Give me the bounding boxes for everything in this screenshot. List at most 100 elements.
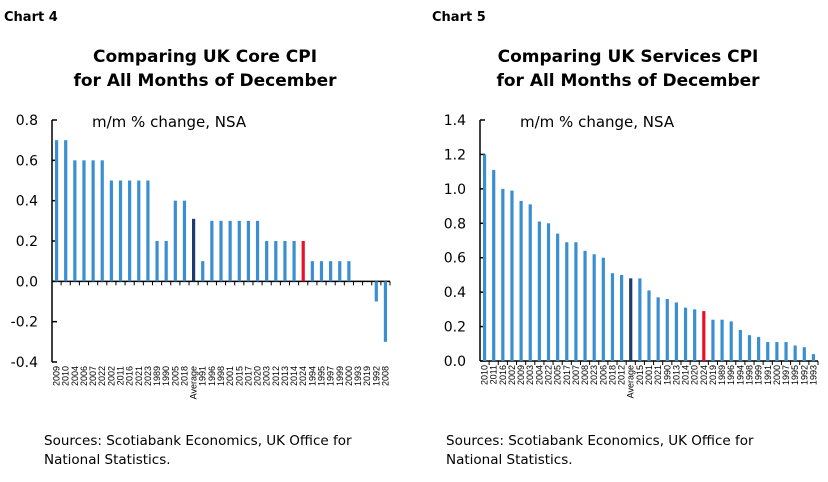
x-tick-label: 2003 [525,365,535,385]
bar-1999 [757,336,761,361]
y-tick-label: 0.4 [16,194,38,210]
bar-1992 [374,281,378,302]
x-tick-label: 1989 [152,366,162,386]
x-tick-label: 2020 [253,366,263,386]
x-tick-label: 2015 [635,365,645,385]
y-tick-label: -0.2 [11,315,38,331]
x-tick-label: 1999 [335,366,345,386]
x-tick-label: 2005 [170,366,180,386]
bar-2012 [274,241,278,282]
x-tick-label: 2024 [699,365,709,385]
x-tick-label: 1997 [326,366,336,386]
y-tick-label: 0.6 [444,251,466,267]
x-tick-label: 2001 [225,366,235,386]
bar-2010 [64,140,68,282]
bar-1999 [338,261,342,282]
source-note: Sources: Scotiabank Economics, UK Office… [44,433,352,449]
bar-2005 [173,200,177,282]
x-tick-label: 1990 [662,365,672,385]
x-tick-label: 2010 [480,365,490,385]
bar-2018 [610,273,615,361]
x-tick-label: Average [189,366,199,399]
y-tick-label: 0.0 [16,274,38,290]
bar-1991 [201,261,205,282]
bar-1993 [811,354,816,361]
x-tick-label: 1997 [781,365,791,385]
bar-2023 [592,254,596,361]
x-tick-label: 2022 [544,365,554,385]
bar-1997 [784,342,788,361]
bar-2024 [301,241,305,282]
bar-2010 [482,154,487,361]
x-tick-label: 2023 [589,365,599,385]
x-tick-label: 1989 [717,365,727,385]
bar-1996 [729,321,733,361]
bar-2000 [347,261,351,282]
bar-2023 [146,180,150,282]
bar-2004 [537,221,541,361]
bar-2014 [683,307,688,361]
x-tick-label: 2007 [88,366,98,386]
x-tick-label: 1992 [371,366,381,386]
x-tick-label: 2019 [708,365,718,385]
bar-2016 [501,188,505,361]
y-tick-label: 0.0 [444,354,466,370]
x-tick-label: 2010 [61,366,71,386]
bar-1995 [793,345,797,361]
y-tick-label: 0.8 [444,216,466,232]
x-tick-label: 1994 [307,366,317,386]
x-tick-label: 1993 [353,366,363,386]
chart-4: Chart 4 Comparing UK Core CPI for All Mont… [4,10,391,468]
x-tick-label: 2009 [516,365,526,385]
x-tick-label: 1992 [799,365,809,385]
bar-2020 [693,309,697,361]
x-tick-label: 1995 [790,365,800,385]
bar-2004 [73,160,77,282]
x-tick-label: 2021 [653,365,663,385]
bar-2002 [109,180,113,282]
x-tick-label: 2000 [772,365,782,385]
chart-title: for All Months of December [496,71,760,91]
y-axis-label: m/m % change, NSA [92,113,247,131]
x-tick-label: 2002 [507,365,517,385]
bar-2021 [656,297,660,361]
bar-2019 [711,319,715,361]
x-tick-label: 2017 [243,366,253,386]
x-tick-label: 2014 [681,365,691,385]
bar-2001 [647,290,651,361]
x-tick-label: 1996 [207,366,217,386]
x-tick-label: 2021 [134,366,144,386]
bar-2016 [128,180,132,282]
x-tick-label: 1998 [744,365,754,385]
x-tick-label: 1991 [198,366,208,386]
bar-1997 [329,261,333,282]
bar-2007 [91,160,95,282]
y-tick-label: -0.4 [11,355,38,371]
x-tick-label: 2011 [489,365,499,384]
bar-1996 [210,220,214,282]
x-tick-label: 2002 [106,366,116,386]
bar-2011 [492,169,496,361]
x-tick-label: 1996 [726,365,736,385]
bar-2006 [82,160,86,282]
bar-2022 [100,160,104,282]
bar-1992 [802,347,806,361]
x-tick-label: 2018 [179,366,189,386]
bar-2001 [228,220,232,282]
bar-1989 [155,241,159,282]
bar-2007 [574,242,578,361]
bar-2021 [137,180,141,282]
chart-title: Comparing UK Core CPI [93,47,317,67]
x-tick-label: 2013 [671,365,681,385]
bar-2014 [292,241,296,282]
y-axis-label: m/m % change, NSA [520,113,675,131]
bar-2015 [638,278,642,361]
x-tick-label: 2017 [562,365,572,385]
bar-2003 [528,204,532,361]
bar-1990 [164,241,168,282]
source-note: Sources: Scotiabank Economics, UK Office… [446,433,754,449]
bar-2009 [519,200,523,361]
chart-title: Comparing UK Services CPI [498,47,759,67]
bar-2012 [619,274,624,361]
